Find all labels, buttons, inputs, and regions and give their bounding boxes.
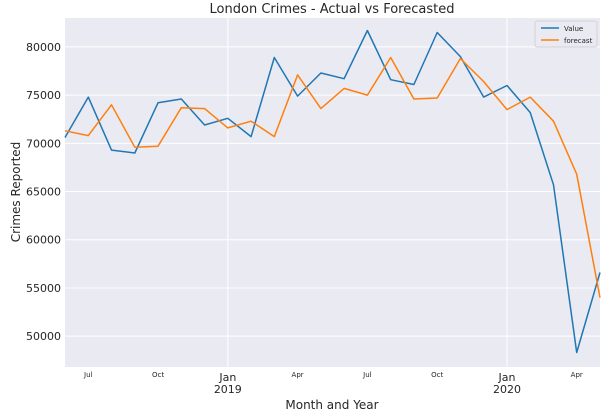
y-tick-label: 60000 (26, 234, 61, 247)
x-tick-label: Oct (431, 371, 443, 379)
y-tick-label: 55000 (26, 282, 61, 295)
x-tick-label: Jul (83, 371, 93, 379)
y-tick-label: 70000 (26, 137, 61, 150)
x-tick-year-label: 2019 (214, 383, 242, 396)
x-axis-label: Month and Year (285, 398, 378, 412)
series-lines (64, 29, 601, 354)
y-axis-label: Crimes Reported (9, 142, 23, 243)
series-line-value (64, 29, 601, 354)
y-tick-label: 80000 (26, 41, 61, 54)
y-tick-label: 65000 (26, 186, 61, 199)
y-tick-label: 75000 (26, 89, 61, 102)
y-axis-ticks: 50000 55000 60000 65000 70000 75000 80000 (26, 41, 61, 343)
x-tick-label: Jul (362, 371, 372, 379)
x-tick-label: Apr (292, 371, 304, 379)
x-tick-label: Oct (152, 371, 164, 379)
x-tick-year-label: 2020 (493, 383, 521, 396)
legend: Value forecast (534, 20, 598, 48)
grid (65, 18, 600, 367)
legend-label-forecast: forecast (564, 37, 593, 45)
x-tick-label: Jan (497, 371, 515, 384)
legend-label-value: Value (564, 25, 583, 33)
x-tick-label: Apr (571, 371, 583, 379)
chart-title: London Crimes - Actual vs Forecasted (210, 2, 455, 17)
y-tick-label: 50000 (26, 330, 61, 343)
series-line-forecast (64, 56, 601, 298)
x-tick-label: Jan (218, 371, 236, 384)
plot-area (65, 18, 600, 367)
